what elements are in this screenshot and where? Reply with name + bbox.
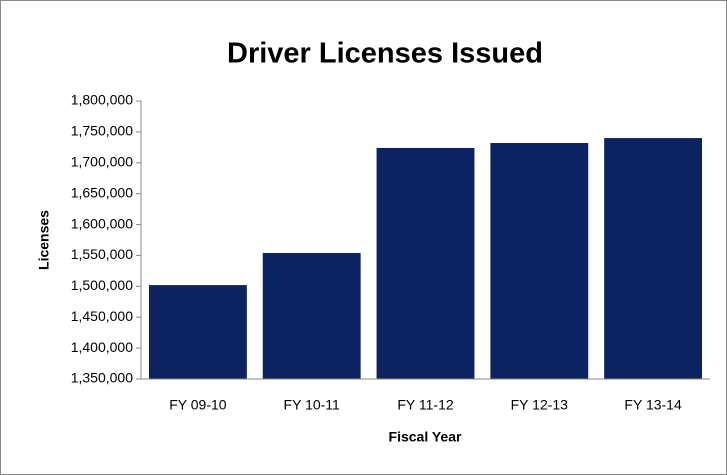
bar [376,147,475,379]
x-tick-label: FY 09-10 [169,397,227,413]
y-axis-title: Licenses [36,210,52,270]
y-tick-label: 1,350,000 [71,370,133,386]
x-tick-label: FY 10-11 [284,397,341,413]
y-tick-label: 1,400,000 [71,339,133,355]
bar [604,138,703,379]
y-tick-label: 1,450,000 [71,308,133,324]
y-tick-label: 1,750,000 [71,123,133,139]
y-tick-label: 1,600,000 [71,215,133,231]
x-axis-title: Fiscal Year [389,429,462,445]
y-tick-label: 1,700,000 [71,153,133,169]
x-tick-label: FY 13-14 [624,397,682,413]
y-tick-label: 1,500,000 [71,277,133,293]
chart-title: Driver Licenses Issued [227,38,543,70]
x-tick-label: FY 11-12 [397,397,454,413]
bar [148,285,247,379]
x-tick-label: FY 12-13 [511,397,569,413]
y-tick-label: 1,550,000 [71,246,133,262]
bar [490,143,589,379]
y-tick-label: 1,800,000 [71,92,133,108]
bar [262,252,361,379]
y-tick-label: 1,650,000 [71,184,133,200]
